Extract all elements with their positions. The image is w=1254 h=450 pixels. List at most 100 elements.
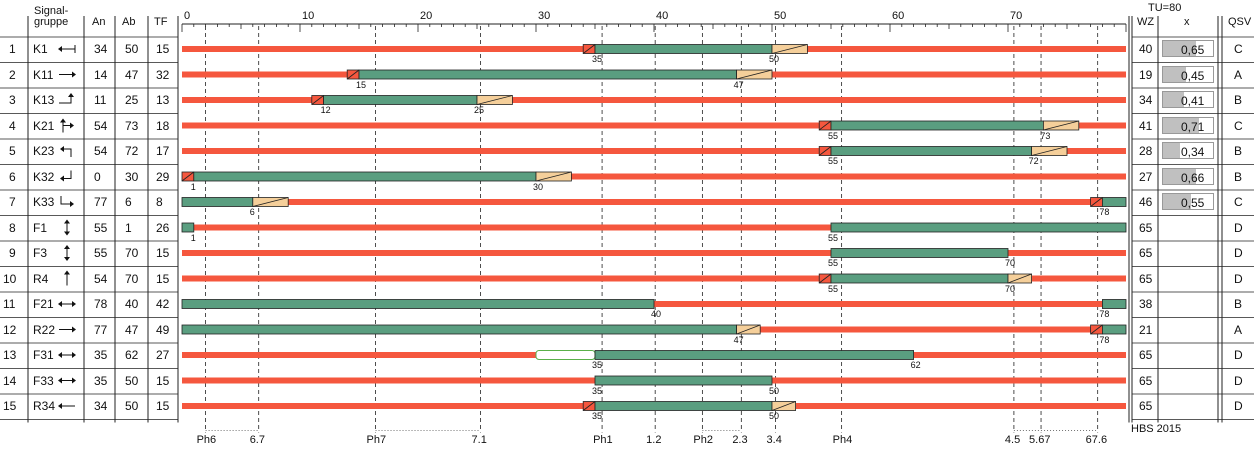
clearance-outline-bar bbox=[535, 350, 596, 360]
cell-qsv: B bbox=[1234, 297, 1243, 311]
red-phase-bar bbox=[182, 250, 1126, 256]
yellow-diagonal bbox=[476, 95, 513, 105]
cell-an: 55 bbox=[94, 246, 108, 260]
cell-qsv: A bbox=[1234, 322, 1243, 337]
saturation-value: 0,34 bbox=[1181, 145, 1205, 159]
red-phase-bar bbox=[182, 275, 1126, 282]
cell-an: 54 bbox=[94, 144, 108, 158]
axis-tick-label: 20 bbox=[420, 10, 433, 22]
bar-time-label: 70 bbox=[1005, 283, 1016, 294]
cell-ab: 70 bbox=[125, 271, 139, 286]
saturation-bar: 0,66 bbox=[1162, 167, 1214, 185]
signal-group-name: K32 bbox=[33, 169, 55, 184]
saturation-fill bbox=[1163, 41, 1196, 56]
saturation-fill bbox=[1163, 194, 1191, 209]
cell-ab: 50 bbox=[125, 373, 139, 388]
arrow-right-icon bbox=[59, 71, 76, 78]
axis-tick-label: 10 bbox=[302, 10, 315, 22]
cell-qsv: D bbox=[1234, 373, 1243, 388]
green-phase-bar bbox=[594, 44, 773, 54]
arrow-left-icon bbox=[58, 45, 76, 53]
row-number: 1 bbox=[9, 42, 16, 56]
phase-label: 67.6 bbox=[1085, 433, 1108, 446]
cell-tf: 27 bbox=[156, 348, 170, 362]
row-number: 12 bbox=[3, 322, 17, 337]
cell-tf: 42 bbox=[156, 297, 170, 311]
phase-label: 6.7 bbox=[249, 433, 265, 446]
bar-time-label: 25 bbox=[474, 105, 485, 115]
signal-group-name: K23 bbox=[33, 144, 55, 158]
green-phase-bar bbox=[830, 146, 1033, 156]
bar-time-label: 47 bbox=[733, 334, 744, 345]
header-tf: TF bbox=[154, 16, 168, 28]
axis-tick-label: 70 bbox=[1010, 10, 1023, 22]
cell-ab: 6 bbox=[125, 195, 132, 209]
saturation-bar: 0,41 bbox=[1162, 91, 1214, 108]
saturation-fill bbox=[1163, 143, 1180, 158]
phase-label: Ph2 bbox=[693, 433, 713, 446]
yellow-diagonal bbox=[736, 324, 761, 335]
axis-tick-label: 50 bbox=[774, 10, 787, 22]
saturation-value: 0,55 bbox=[1181, 196, 1205, 210]
green-phase-bar bbox=[181, 222, 195, 233]
cell-wz: 65 bbox=[1139, 246, 1153, 260]
cell-ab: 30 bbox=[125, 169, 139, 184]
phase-label: 7.1 bbox=[471, 433, 487, 446]
pedestrian-vertical-icon bbox=[64, 219, 70, 236]
axis-tick-label: 40 bbox=[656, 10, 669, 22]
row-number: 4 bbox=[9, 118, 16, 133]
cell-wz: 21 bbox=[1139, 322, 1153, 337]
cell-ab: 62 bbox=[125, 348, 139, 362]
cell-ab: 1 bbox=[125, 220, 132, 235]
row-number: 13 bbox=[3, 348, 17, 362]
cell-an: 35 bbox=[94, 373, 108, 388]
saturation-value: 0,65 bbox=[1181, 43, 1205, 57]
cell-tf: 8 bbox=[156, 195, 163, 209]
red-yellow-diagonal bbox=[1090, 324, 1103, 335]
turn-up-icon bbox=[59, 93, 74, 104]
hbs-label: HBS 2015 bbox=[1131, 422, 1182, 435]
yellow-diagonal bbox=[771, 44, 808, 54]
signal-group-name: K13 bbox=[33, 93, 55, 107]
bar-time-label: 6 bbox=[249, 207, 255, 217]
cell-an: 77 bbox=[94, 195, 108, 209]
red-phase-bar bbox=[182, 148, 1126, 154]
branch-right-icon bbox=[60, 118, 74, 133]
green-phase-bar bbox=[594, 350, 915, 360]
cycle-time-label: TU=80 bbox=[1148, 2, 1182, 14]
signal-group-name: F21 bbox=[33, 297, 54, 311]
cell-qsv: A bbox=[1234, 67, 1243, 82]
red-yellow-diagonal bbox=[582, 44, 596, 54]
cell-tf: 15 bbox=[156, 246, 170, 260]
cell-qsv: D bbox=[1234, 348, 1243, 362]
bar-time-label: 78 bbox=[1099, 207, 1110, 217]
cell-qsv: B bbox=[1234, 169, 1243, 184]
row-number: 6 bbox=[9, 169, 16, 184]
phase-label: 3.4 bbox=[766, 433, 782, 446]
pedestrian-horizontal-icon bbox=[58, 377, 76, 384]
phase-label: 2.3 bbox=[732, 433, 748, 446]
yellow-diagonal bbox=[1043, 120, 1079, 131]
cell-tf: 18 bbox=[156, 118, 170, 133]
bar-time-label: 50 bbox=[769, 54, 780, 64]
row-number: 9 bbox=[9, 246, 16, 260]
header-an: An bbox=[92, 16, 106, 28]
bar-time-label: 50 bbox=[769, 411, 780, 421]
signal-group-name: F1 bbox=[33, 220, 48, 235]
turn-left-up-icon bbox=[60, 146, 72, 157]
bar-time-label: 78 bbox=[1099, 334, 1110, 345]
cell-ab: 25 bbox=[125, 93, 139, 107]
cell-tf: 15 bbox=[156, 271, 170, 286]
phase-label: Ph1 bbox=[593, 433, 613, 446]
red-yellow-diagonal bbox=[818, 146, 832, 156]
cell-wz: 46 bbox=[1139, 195, 1153, 209]
bar-time-label: 55 bbox=[828, 258, 839, 268]
green-phase-bar bbox=[323, 95, 478, 105]
cell-wz: 27 bbox=[1139, 169, 1153, 184]
cell-wz: 65 bbox=[1139, 271, 1153, 286]
saturation-value: 0,41 bbox=[1181, 94, 1205, 108]
header-wz: WZ bbox=[1137, 16, 1155, 28]
bar-time-label: 47 bbox=[733, 79, 744, 90]
bar-time-label: 35 bbox=[592, 385, 603, 396]
red-phase-bar bbox=[182, 199, 1126, 205]
